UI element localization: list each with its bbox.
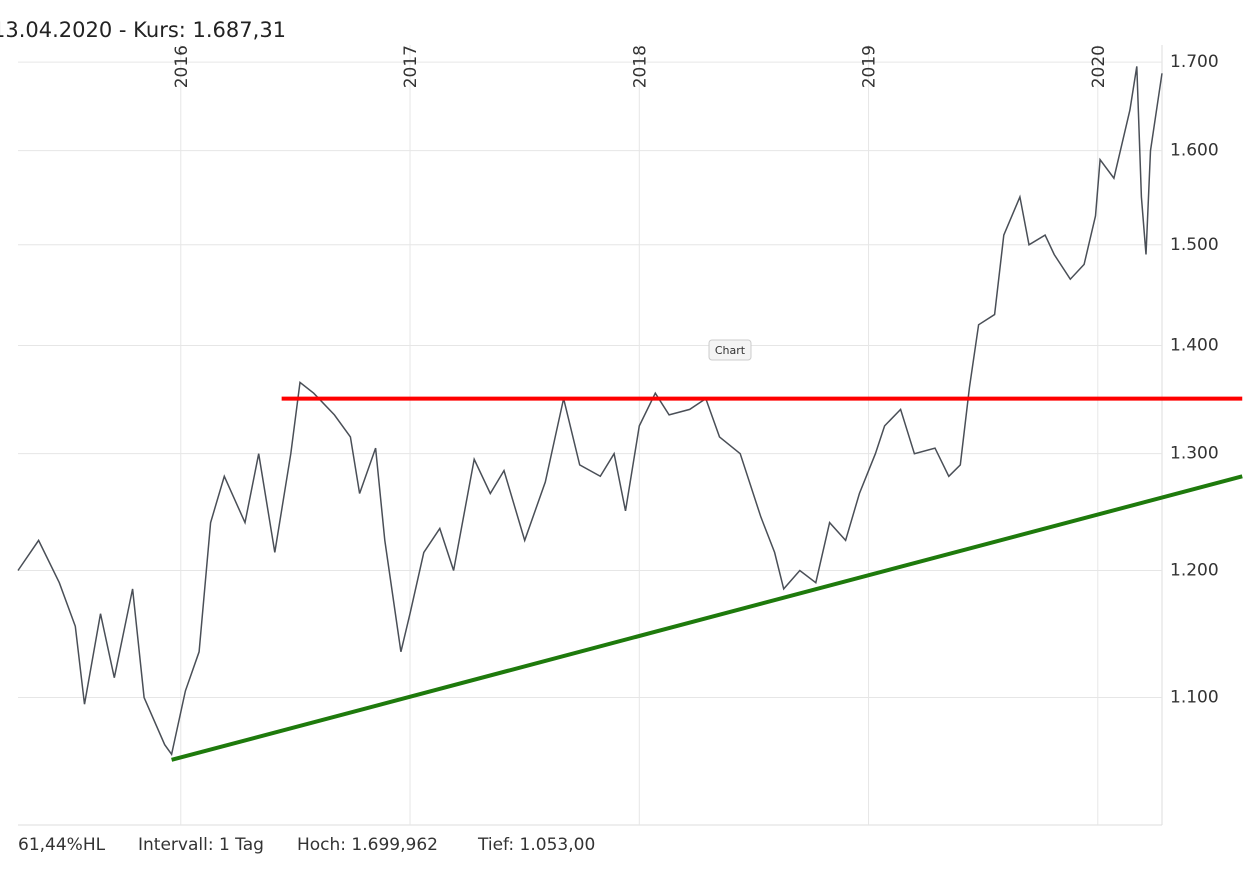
footer-text: Intervall: 1 Tag [138,835,264,855]
footer-text: Hoch: 1.699,962 [297,835,438,855]
chart-title: 13.04.2020 - Kurs: 1.687,31 [0,18,286,42]
x-tick-label: 2019 [860,45,880,88]
tooltip-box [708,339,752,361]
y-tick-label: 1.100 [1170,688,1219,708]
footer-text: Tief: 1.053,00 [477,835,595,855]
y-tick-label: 1.500 [1170,235,1219,255]
trend-line [171,474,1243,762]
x-tick-label: 2018 [630,45,650,88]
chart-tooltip: Chart [708,339,752,361]
y-tick-label: 1.200 [1170,560,1219,580]
x-tick-label: 2016 [172,45,192,88]
tooltip-text: Chart [715,344,746,357]
price-line [17,66,1163,757]
x-tick-label: 2020 [1089,45,1109,88]
x-tick-label: 2017 [401,45,421,88]
y-tick-label: 1.700 [1170,52,1219,72]
y-tick-label: 1.400 [1170,335,1219,355]
footer-text: 61,44%HL [18,835,106,855]
y-tick-label: 1.300 [1170,444,1219,464]
y-tick-label: 1.600 [1170,141,1219,161]
